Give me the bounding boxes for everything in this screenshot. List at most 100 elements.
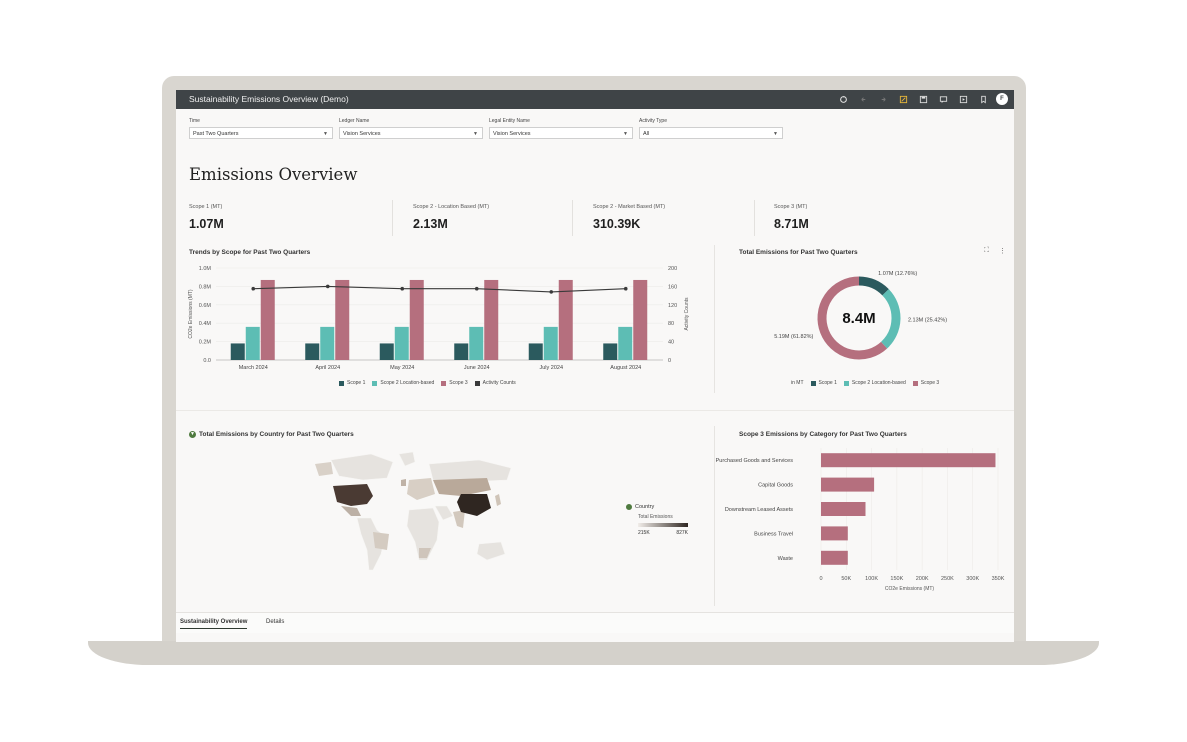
bar-scope-3 xyxy=(335,279,350,360)
filter-label: Ledger Name xyxy=(339,118,370,124)
bar-scope-1 xyxy=(230,343,245,360)
x-tick-label: April 2024 xyxy=(315,365,340,371)
map-title: Total Emissions by Country for Past Two … xyxy=(199,431,354,438)
legend-swatch xyxy=(843,380,849,386)
y2-tick-label: 40 xyxy=(668,340,674,346)
panel-divider xyxy=(714,245,715,393)
y-tick-label: 0.0 xyxy=(203,358,211,364)
chevron-down-icon: ▼ xyxy=(623,131,628,137)
kpi-scope3: Scope 3 (MT) 8.71M xyxy=(774,204,809,231)
time-select[interactable]: Past Two Quarters ▼ xyxy=(189,127,333,139)
category-label: Capital Goods xyxy=(758,483,793,489)
expand-icon[interactable]: ⛶ xyxy=(984,247,989,254)
window-title: Sustainability Emissions Overview (Demo) xyxy=(189,94,349,104)
map-region-china xyxy=(457,494,491,516)
y-tick-label: 0.2M xyxy=(199,340,212,346)
legend-unit: in MT xyxy=(791,380,804,386)
map-region-greenland xyxy=(398,451,416,467)
category-label: Purchased Goods and Services xyxy=(716,458,793,464)
tab-sustainability-overview[interactable]: Sustainability Overview xyxy=(180,619,248,629)
legend-label: Scope 3 xyxy=(449,380,468,386)
legend-swatch xyxy=(912,380,918,386)
kpi-scope2-location: Scope 2 - Location Based (MT) 2.13M xyxy=(413,204,489,231)
category-label: Downstream Leased Assets xyxy=(725,507,793,513)
map-region-japan xyxy=(495,494,501,506)
edit-icon[interactable] xyxy=(896,92,910,106)
legal-entity-select[interactable]: Vision Services ▼ xyxy=(489,127,633,139)
x-tick-label: August 2024 xyxy=(610,365,641,371)
x-tick-label: 250K xyxy=(941,576,954,582)
y-tick-label: 0.4M xyxy=(199,321,212,327)
kpi-label: Scope 2 - Market Based (MT) xyxy=(593,204,666,210)
bar-scope-3 xyxy=(484,279,499,360)
kpi-divider xyxy=(572,200,573,236)
map-region-south-africa xyxy=(419,548,431,558)
legend-item-scope3[interactable]: Scope 3 xyxy=(912,380,940,386)
kpi-value: 8.71M xyxy=(774,217,809,231)
bar-scope-3 xyxy=(409,279,424,360)
legend-label: Scope 2 Location-based xyxy=(851,380,906,386)
save-icon[interactable] xyxy=(916,92,930,106)
activity-type-select[interactable]: All ▼ xyxy=(639,127,783,139)
map-region-latin-america xyxy=(356,517,386,571)
legend-item-scope1[interactable]: Scope 1 xyxy=(810,380,837,386)
category-bar xyxy=(821,477,875,492)
laptop-base xyxy=(88,641,1099,665)
row-divider xyxy=(176,410,1014,411)
y-axis-label: CO2e Emissions (MT) xyxy=(188,289,194,339)
legend-item-scope2[interactable]: Scope 2 Location-based xyxy=(843,380,906,386)
map-region-brazil xyxy=(373,532,389,550)
x-tick-label: July 2024 xyxy=(539,365,563,371)
legend-item-scope1[interactable]: Scope 1 xyxy=(339,380,365,386)
scale-min: 215K xyxy=(638,530,650,536)
x-tick-label: 150K xyxy=(890,576,903,582)
y2-tick-label: 80 xyxy=(668,321,674,327)
map-legend-header: Country xyxy=(626,504,688,510)
activity-counts-line xyxy=(253,285,626,293)
donut-data-label: 1.07M (12.76%) xyxy=(878,271,917,277)
tab-details[interactable]: Details xyxy=(266,619,285,625)
legend-item-scope3[interactable]: Scope 3 xyxy=(441,380,468,386)
y2-tick-label: 0 xyxy=(668,358,671,364)
kpi-divider xyxy=(754,200,755,236)
filter-ledger: Ledger Name Vision Services ▼ xyxy=(339,118,483,139)
y2-tick-label: 200 xyxy=(668,266,677,272)
kpi-value: 2.13M xyxy=(413,217,448,231)
kpi-scope1: Scope 1 (MT) 1.07M xyxy=(189,204,224,231)
x-tick-label: 350K xyxy=(992,576,1005,582)
more-options-icon[interactable]: ⋮ xyxy=(999,248,1006,255)
bar-scope-1 xyxy=(603,343,618,360)
legend-swatch xyxy=(339,380,344,386)
bar-scope-3 xyxy=(260,279,275,360)
redo-icon[interactable] xyxy=(876,92,890,106)
x-tick-label: March 2024 xyxy=(239,365,268,371)
bookmark-icon[interactable] xyxy=(976,92,990,106)
category-label: Business Travel xyxy=(754,531,793,537)
select-value: Vision Services xyxy=(343,131,381,137)
app-screen: Sustainability Emissions Overview (Demo)… xyxy=(176,90,1014,642)
category-bar xyxy=(821,502,866,516)
legend-item-scope2[interactable]: Scope 2 Location-based xyxy=(372,380,434,386)
color-scale-labels: 215K 827K xyxy=(638,530,688,536)
comment-icon[interactable] xyxy=(936,92,950,106)
filter-icon[interactable]: ▼ xyxy=(189,431,196,438)
legend-label: Activity Counts xyxy=(482,380,516,386)
undo-icon[interactable] xyxy=(856,92,870,106)
legend-item-activity[interactable]: Activity Counts xyxy=(474,380,516,386)
ledger-select[interactable]: Vision Services ▼ xyxy=(339,127,483,139)
x-tick-label: 300K xyxy=(966,576,979,582)
y2-tick-label: 160 xyxy=(668,284,677,290)
legend-label: Scope 2 Location-based xyxy=(380,380,435,386)
present-icon[interactable] xyxy=(956,92,970,106)
world-map[interactable] xyxy=(311,450,521,578)
map-region-alaska xyxy=(315,462,333,476)
bar-scope-3 xyxy=(633,279,648,360)
legend-swatch xyxy=(474,380,480,386)
kpi-value: 310.39K xyxy=(593,217,641,231)
refresh-icon[interactable] xyxy=(836,92,850,106)
donut-legend: in MT Scope 1 Scope 2 Location-based Sco… xyxy=(791,380,939,386)
user-avatar[interactable]: F xyxy=(996,93,1008,105)
trends-legend: Scope 1 Scope 2 Location-based Scope 3 A… xyxy=(339,380,516,386)
map-legend: Country Total Emissions 215K 827K xyxy=(626,504,688,536)
legend-label: Scope 3 xyxy=(920,380,940,386)
